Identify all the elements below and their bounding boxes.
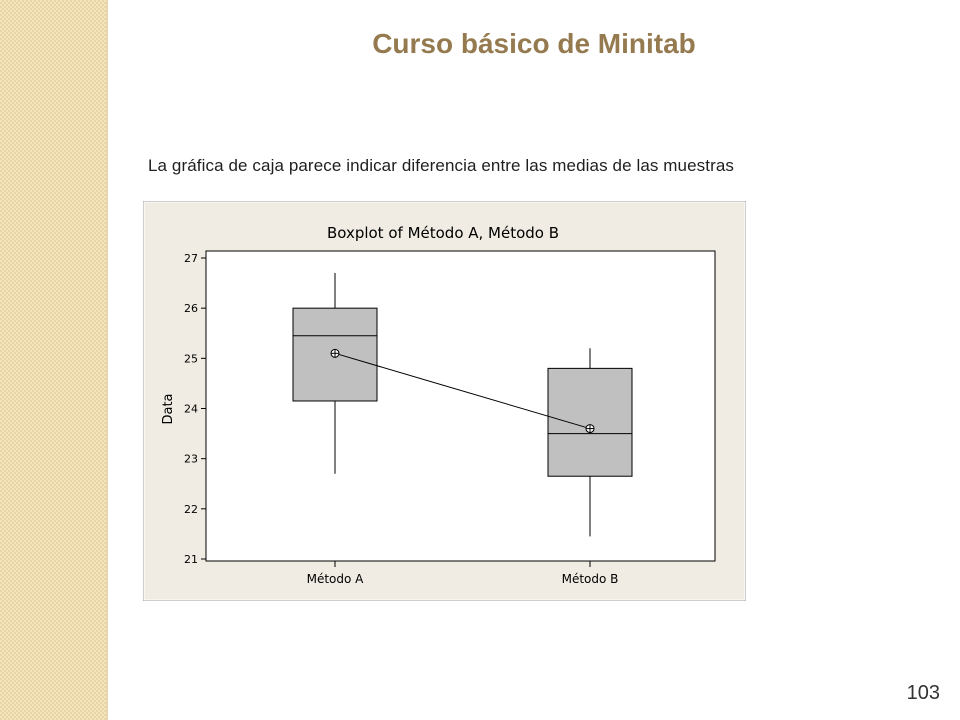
slide-subtitle: La gráfica de caja parece indicar difere…: [148, 156, 735, 175]
y-tick-label: 24: [184, 403, 198, 416]
chart-background-highlight: [143, 201, 746, 601]
box: [547, 367, 633, 477]
y-tick-label: 26: [184, 302, 198, 315]
sidebar-edge: [106, 0, 108, 720]
slide-number: 103: [906, 682, 940, 704]
decorative-sidebar: [0, 0, 106, 720]
x-tick-label: Método B: [562, 572, 619, 586]
chart-title: Boxplot of Método A, Método B: [327, 224, 559, 242]
x-tick-label: Método A: [307, 572, 365, 586]
mean-marker: [330, 348, 340, 358]
y-axis: 21 22 23 24 25 26 27: [184, 252, 206, 566]
y-tick-label: 25: [184, 352, 198, 365]
mean-marker: [585, 424, 595, 434]
y-tick-label: 21: [184, 553, 198, 566]
plot-area: [205, 250, 716, 562]
y-tick-label: 22: [184, 503, 198, 516]
boxes-group: [292, 273, 633, 537]
y-tick-label: 23: [184, 453, 198, 466]
slide-title: Curso básico de Minitab: [372, 28, 696, 59]
boxplot-chart: Boxplot of Método A, Método B Data 21 22 2…: [143, 201, 746, 601]
y-axis-label: Data: [161, 393, 176, 424]
x-axis: Método A Método B: [307, 561, 619, 586]
chart-svg: Boxplot of Método A, Método B Data 21222…: [143, 201, 746, 601]
y-tick-label: 27: [184, 252, 198, 265]
means-group: [330, 348, 595, 434]
mean-connect-line: [334, 352, 591, 430]
